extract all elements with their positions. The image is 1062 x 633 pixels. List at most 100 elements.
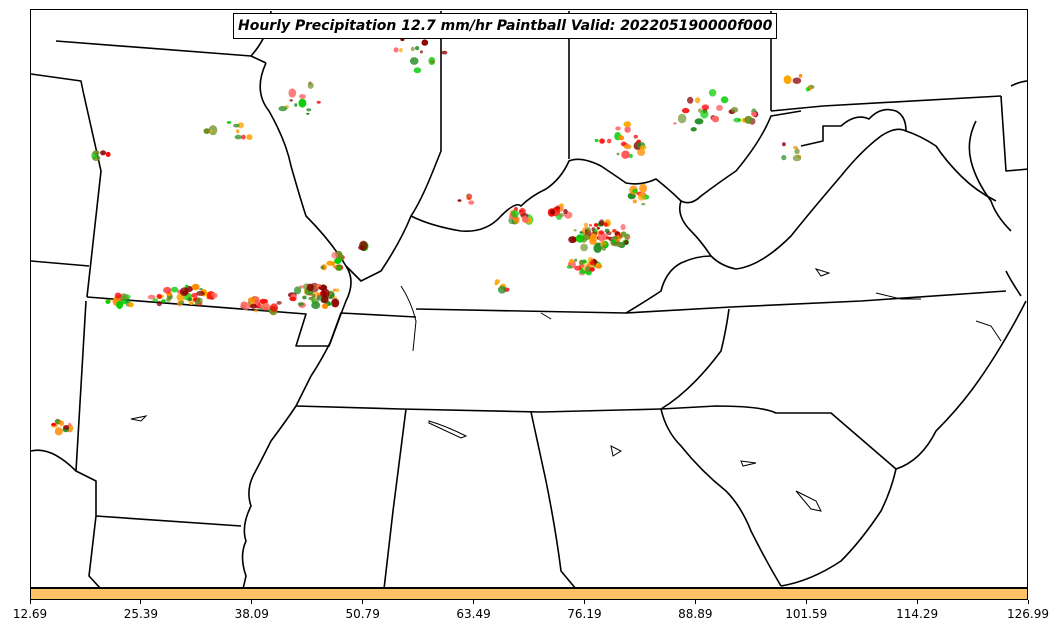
- paintball-blob: [100, 150, 107, 156]
- paintball-blob: [246, 134, 253, 141]
- paintball-blob: [641, 202, 646, 206]
- paintball-blob: [716, 104, 723, 111]
- paintball-blob: [289, 296, 297, 302]
- colorbar-tick: [362, 600, 364, 604]
- paintball-blob: [623, 121, 632, 128]
- state-border-kansas-missouri: [82, 90, 102, 298]
- arkansas-louisiana-border: [95, 515, 242, 527]
- colorbar-tick: [140, 600, 142, 604]
- paintball-blob: [409, 57, 419, 65]
- paintball-blob: [209, 130, 213, 133]
- paintball-blob: [589, 260, 595, 265]
- paintball-blob: [733, 117, 742, 123]
- paintball-blob: [250, 303, 257, 309]
- paintball-blob: [297, 302, 304, 307]
- paintball-blob: [550, 209, 555, 215]
- paintball-blob: [92, 150, 100, 156]
- paintball-blob: [59, 420, 65, 427]
- lake-outline-5: [795, 490, 822, 512]
- paintball-blob: [494, 279, 500, 284]
- colorbar-tick-label: 50.79: [345, 607, 380, 621]
- paintball-blob: [54, 418, 61, 425]
- paintball-blob: [589, 224, 592, 227]
- paintball-blob: [179, 287, 189, 296]
- paintball-blob: [694, 97, 701, 104]
- virginia-border: [905, 130, 997, 202]
- paintball-blob: [633, 134, 638, 139]
- paintball-blob: [253, 309, 259, 313]
- mississippi-river-upper: [259, 62, 352, 407]
- paintball-blob: [278, 105, 288, 112]
- paintball-blob: [336, 264, 343, 271]
- arkansas-oklahoma-border: [75, 300, 101, 587]
- paintball-blob: [751, 111, 757, 117]
- lake-outline-7: [875, 292, 921, 300]
- colorbar-tick-label: 76.19: [567, 607, 602, 621]
- oklahoma-texas-border: [31, 449, 77, 472]
- colorbar-tick: [29, 600, 31, 604]
- paintball-blob: [119, 293, 128, 301]
- paintball-blob: [320, 265, 325, 270]
- colorbar-tick-label: 63.49: [456, 607, 491, 621]
- paintball-blob: [558, 213, 565, 217]
- paintball-blob: [700, 109, 709, 119]
- paintball-blob: [311, 301, 321, 310]
- paintball-blob: [194, 300, 200, 306]
- paintball-blob: [595, 263, 600, 266]
- colorbar-tick-label: 88.89: [678, 607, 713, 621]
- paintball-blob: [794, 148, 800, 155]
- paintball-blob: [569, 258, 574, 264]
- paintball-blob: [595, 242, 601, 246]
- tennessee-north-carolina-border: [660, 308, 730, 410]
- paintball-blob: [54, 427, 63, 436]
- paintball-blob: [575, 234, 585, 243]
- paintball-blob: [276, 301, 282, 305]
- paintball-blob: [624, 126, 631, 133]
- paintball-blob: [429, 59, 435, 64]
- paintball-blob: [161, 299, 166, 303]
- paintball-blob: [457, 199, 462, 202]
- paintball-blob: [792, 154, 802, 162]
- paintball-blob: [468, 200, 475, 205]
- map-title: Hourly Precipitation 12.7 mm/hr Paintbal…: [233, 13, 778, 39]
- colorbar-tick-label: 25.39: [123, 607, 159, 621]
- paintball-blob: [574, 258, 578, 262]
- kentucky-virginia-border: [625, 255, 712, 314]
- paintball-blob: [331, 298, 340, 308]
- paintball-blob: [596, 226, 600, 230]
- paintball-blob: [694, 118, 704, 125]
- paintball-blob: [701, 104, 710, 111]
- paintball-blob: [293, 286, 302, 295]
- paintball-blob: [152, 298, 158, 303]
- paintball-blob: [618, 135, 624, 141]
- paintball-blob: [615, 126, 621, 131]
- paintball-blob: [619, 234, 625, 238]
- paintball-blob: [331, 251, 339, 259]
- lake-michigan-shore: [1010, 80, 1027, 87]
- paintball-blob: [632, 188, 638, 194]
- paintball-blob: [421, 39, 429, 46]
- paintball-blob: [681, 107, 690, 114]
- paintball-blob: [731, 106, 739, 113]
- paintball-blob: [593, 243, 602, 253]
- paintball-blob: [711, 115, 720, 123]
- paintball-blob: [68, 422, 72, 427]
- lake-outline-1: [130, 415, 148, 422]
- colorbar-tick: [251, 600, 253, 604]
- paintball-blob: [580, 243, 588, 252]
- pennsylvania-maryland-border: [770, 95, 1002, 112]
- paintball-blob: [125, 298, 131, 304]
- paintball-blob: [332, 288, 337, 292]
- south-carolina-north-carolina: [660, 405, 897, 470]
- paintball-blob: [441, 50, 448, 55]
- lake-outline-2: [428, 420, 468, 439]
- paintball-blob: [583, 222, 589, 228]
- colorbar-tick: [805, 600, 807, 604]
- state-border-nebraska-kansas: [31, 73, 84, 92]
- colorbar-tick: [583, 600, 585, 604]
- paintball-blob: [331, 293, 335, 297]
- paintball-blob: [358, 245, 365, 251]
- paintball-blob: [302, 295, 307, 300]
- paintball-blob: [420, 50, 423, 54]
- chesapeake-bay: [968, 120, 1022, 297]
